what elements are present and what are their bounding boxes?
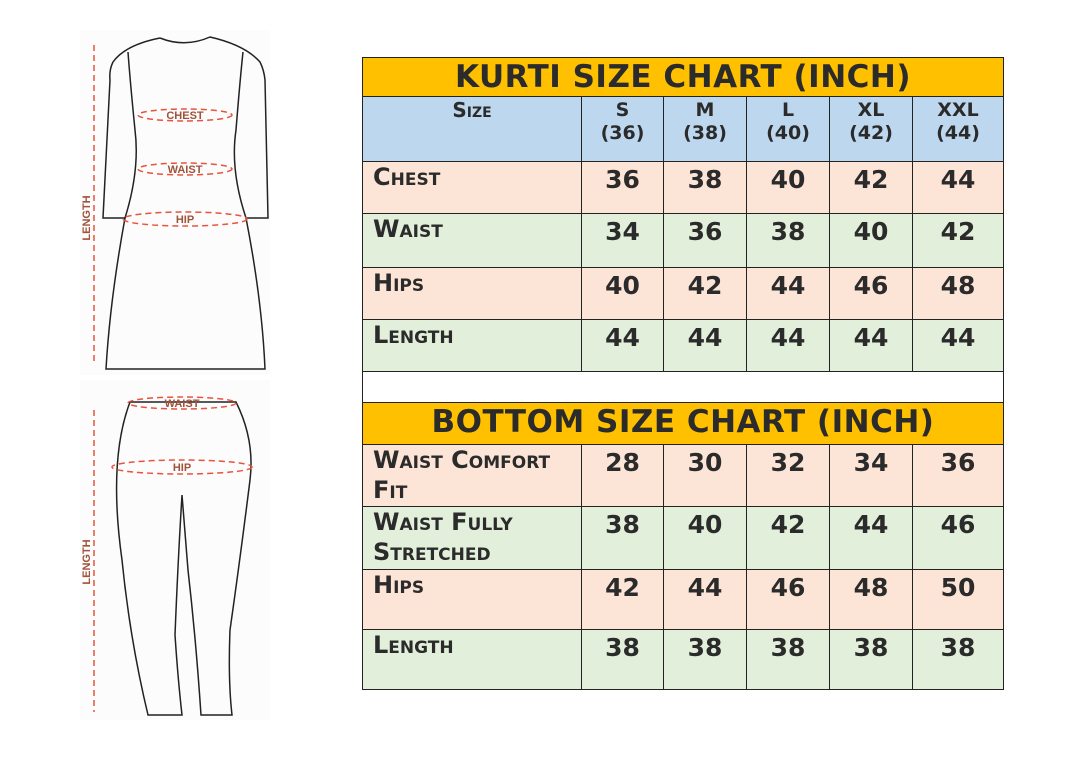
size-value-cell: 30 bbox=[663, 444, 747, 507]
size-value-cell: 38 bbox=[829, 629, 913, 690]
kurti-size-table: KURTI SIZE CHART (INCH) Size S (36) M (38)… bbox=[362, 57, 1004, 690]
size-value-cell: 40 bbox=[829, 213, 913, 268]
size-name: M bbox=[695, 99, 715, 121]
size-number: (42) bbox=[849, 122, 893, 144]
table-spacer bbox=[362, 371, 1004, 403]
size-name: L bbox=[781, 99, 795, 121]
waist-label: WAIST bbox=[168, 164, 203, 176]
size-header-xxl: XXL (44) bbox=[912, 96, 1004, 162]
size-value-cell: 36 bbox=[663, 213, 747, 268]
size-value-cell: 32 bbox=[746, 444, 830, 507]
size-value-cell: 38 bbox=[746, 629, 830, 690]
row-label: Waist Fully Stretched bbox=[362, 506, 582, 570]
size-value-cell: 42 bbox=[746, 506, 830, 570]
size-header-l: L (40) bbox=[746, 96, 830, 162]
kurti-row: Hips 40 42 44 46 48 bbox=[362, 267, 1004, 320]
size-value-cell: 44 bbox=[581, 319, 664, 372]
size-value-cell: 44 bbox=[829, 319, 913, 372]
pants-measure-lines bbox=[93, 396, 253, 712]
kurti-row: Length 44 44 44 44 44 bbox=[362, 319, 1004, 372]
bottom-row: Length 38 38 38 38 38 bbox=[362, 629, 1004, 690]
kurti-row: Waist 34 36 38 40 42 bbox=[362, 213, 1004, 268]
size-value-cell: 34 bbox=[581, 213, 664, 268]
size-number: (38) bbox=[683, 122, 727, 144]
row-label: Waist bbox=[362, 213, 582, 268]
size-value-cell: 38 bbox=[581, 629, 664, 690]
kurti-drawing bbox=[102, 36, 269, 370]
size-value-cell: 44 bbox=[912, 319, 1004, 372]
size-value-cell: 44 bbox=[663, 569, 747, 630]
size-value-cell: 42 bbox=[829, 161, 913, 214]
size-value-cell: 40 bbox=[581, 267, 664, 320]
size-name: S bbox=[615, 99, 630, 121]
size-value-cell: 48 bbox=[829, 569, 913, 630]
bottom-row: Waist Fully Stretched 38 40 42 44 46 bbox=[362, 506, 1004, 570]
size-value-cell: 42 bbox=[663, 267, 747, 320]
row-label: Waist Comfort Fit bbox=[362, 444, 582, 507]
size-number: (40) bbox=[766, 122, 810, 144]
row-label: Chest bbox=[362, 161, 582, 214]
row-label: Length bbox=[362, 629, 582, 690]
size-value-cell: 28 bbox=[581, 444, 664, 507]
size-value-cell: 38 bbox=[912, 629, 1004, 690]
bottom-row: Waist Comfort Fit 28 30 32 34 36 bbox=[362, 444, 1004, 507]
size-value-cell: 46 bbox=[829, 267, 913, 320]
bottom-row: Hips 42 44 46 48 50 bbox=[362, 569, 1004, 630]
garment-illustrations: CHEST WAIST HIP LENGTH WAIST HIP LENGTH bbox=[80, 30, 270, 720]
kurti-length-label: LENGTH bbox=[81, 195, 93, 240]
size-value-cell: 38 bbox=[663, 629, 747, 690]
size-value-cell: 40 bbox=[746, 161, 830, 214]
size-value-cell: 42 bbox=[912, 213, 1004, 268]
pants-drawing bbox=[115, 401, 252, 716]
row-label: Length bbox=[362, 319, 582, 372]
kurti-title: KURTI SIZE CHART (INCH) bbox=[362, 57, 1004, 97]
size-name: XL bbox=[857, 99, 885, 121]
pants-waist-label: WAIST bbox=[165, 398, 200, 410]
chest-label: CHEST bbox=[166, 110, 204, 122]
size-value-cell: 40 bbox=[663, 506, 747, 570]
size-value-cell: 36 bbox=[581, 161, 664, 214]
row-label: Hips bbox=[362, 569, 582, 630]
size-value-cell: 46 bbox=[912, 506, 1004, 570]
size-header-label: Size bbox=[362, 96, 582, 162]
row-label: Hips bbox=[362, 267, 582, 320]
kurti-row: Chest 36 38 40 42 44 bbox=[362, 161, 1004, 214]
size-value-cell: 44 bbox=[912, 161, 1004, 214]
pants-length-label: LENGTH bbox=[81, 539, 93, 584]
size-value-cell: 48 bbox=[912, 267, 1004, 320]
size-value-cell: 38 bbox=[663, 161, 747, 214]
size-value-cell: 44 bbox=[746, 267, 830, 320]
size-value-cell: 38 bbox=[746, 213, 830, 268]
pants-hip-label: HIP bbox=[173, 462, 191, 474]
size-header-row: Size S (36) M (38) L (40) XL (42) XXL (44) bbox=[362, 96, 1004, 162]
size-value-cell: 44 bbox=[746, 319, 830, 372]
size-value-cell: 50 bbox=[912, 569, 1004, 630]
size-value-cell: 38 bbox=[581, 506, 664, 570]
size-name: XXL bbox=[937, 99, 979, 121]
size-number: (36) bbox=[600, 122, 645, 144]
size-header-m: M (38) bbox=[663, 96, 747, 162]
size-number: (44) bbox=[936, 122, 980, 144]
size-value-cell: 34 bbox=[829, 444, 913, 507]
size-value-cell: 46 bbox=[746, 569, 830, 630]
size-header-s: S (36) bbox=[581, 96, 664, 162]
size-value-cell: 36 bbox=[912, 444, 1004, 507]
hip-label: HIP bbox=[176, 214, 194, 226]
size-value-cell: 44 bbox=[663, 319, 747, 372]
size-value-cell: 44 bbox=[829, 506, 913, 570]
size-header-xl: XL (42) bbox=[829, 96, 913, 162]
size-value-cell: 42 bbox=[581, 569, 664, 630]
bottom-title: BOTTOM SIZE CHART (INCH) bbox=[362, 402, 1004, 445]
kurti-measure-lines bbox=[93, 45, 248, 365]
